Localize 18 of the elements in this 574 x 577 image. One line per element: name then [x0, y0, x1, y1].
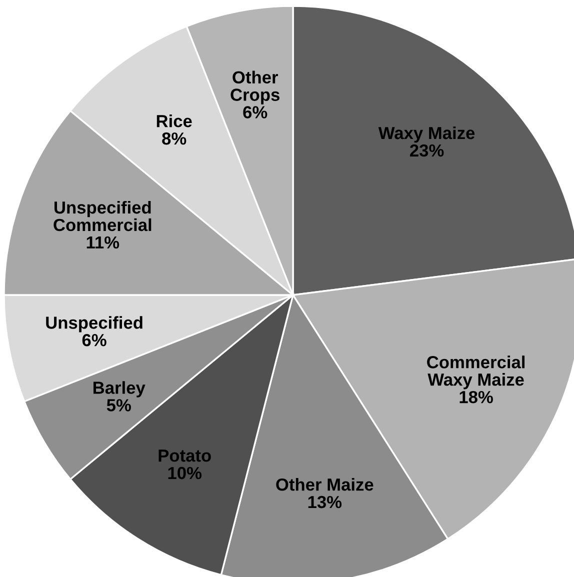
- data-label: 23%: [410, 144, 444, 157]
- slice-label: Other Crops: [230, 70, 280, 104]
- data-label: 5%: [106, 399, 131, 412]
- data-label: 11%: [86, 236, 120, 249]
- data-label: 18%: [460, 390, 493, 404]
- slice-label: Waxy Maize: [378, 126, 475, 143]
- slice-label: Rice: [156, 114, 192, 128]
- slice-label: Barley: [93, 381, 146, 398]
- data-label: 13%: [308, 496, 342, 508]
- data-label: 6%: [243, 106, 268, 118]
- data-label: 8%: [162, 132, 186, 145]
- data-label: 6%: [82, 334, 106, 346]
- slice-label: Potato: [158, 450, 211, 462]
- data-label: 10%: [168, 466, 202, 480]
- slice-label: Commercial Waxy Maize: [427, 356, 525, 390]
- slice-label: Unspecified: [46, 316, 142, 332]
- slice-label: Other Maize: [276, 478, 374, 491]
- slice-label: Unspecified Commercial: [54, 200, 152, 232]
